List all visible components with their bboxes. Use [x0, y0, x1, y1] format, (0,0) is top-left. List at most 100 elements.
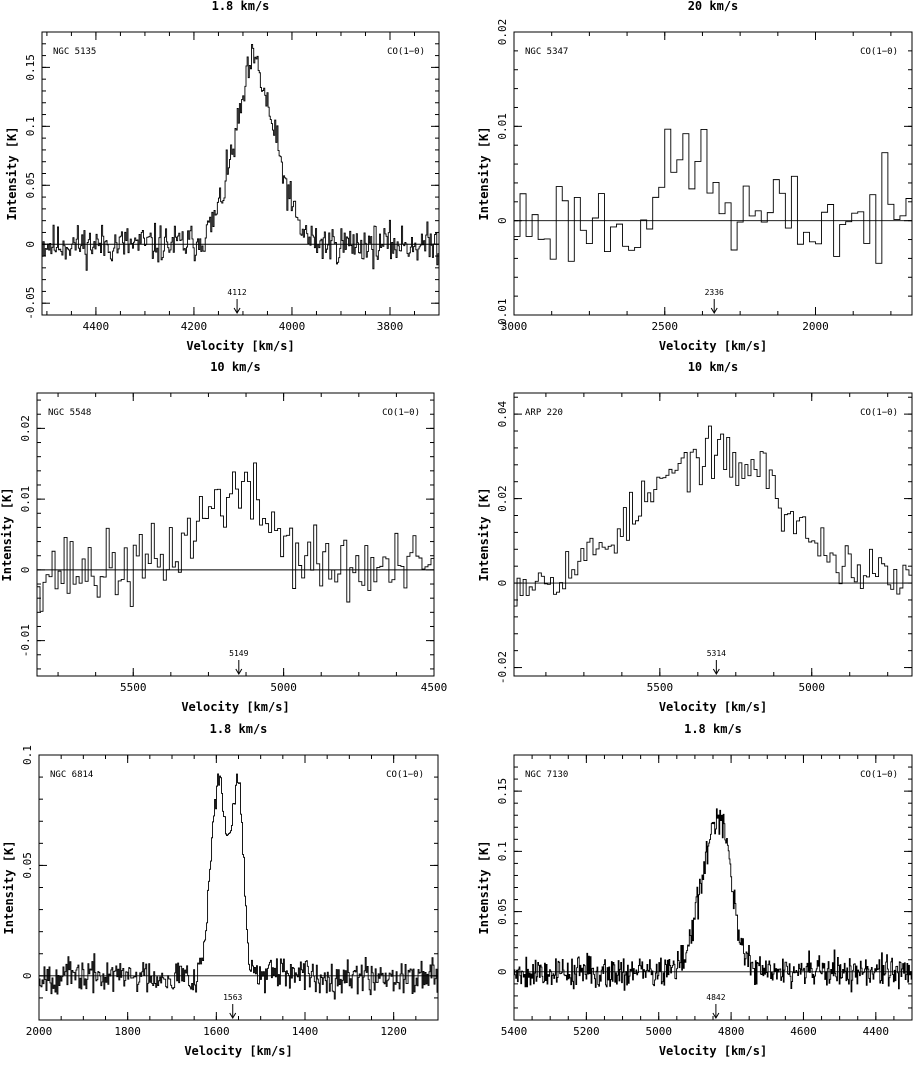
x-tick-label: 5000: [798, 681, 825, 694]
x-axis-label: Velocity [km/s]: [184, 1044, 292, 1058]
y-tick-label: 0.15: [496, 778, 509, 805]
x-tick-label: 4800: [718, 1025, 745, 1038]
x-tick-label: 1200: [380, 1025, 407, 1038]
galaxy-name: ARP 220: [525, 408, 563, 418]
galaxy-name: NGC 5347: [525, 47, 568, 57]
x-tick-label: 4400: [863, 1025, 890, 1038]
plot-frame: [36, 392, 435, 677]
transition-label: CO(1−0): [860, 47, 898, 57]
y-tick-label: 0.1: [21, 745, 34, 765]
x-tick-label: 5400: [501, 1025, 528, 1038]
y-tick-label: 0.01: [19, 486, 32, 513]
y-axis-label: Intensity [K]: [0, 488, 14, 582]
x-tick-label: 4400: [83, 320, 110, 333]
y-tick-label: 0.04: [496, 401, 509, 428]
panel-resolution-label: 10 km/s: [210, 360, 261, 374]
transition-label: CO(1−0): [386, 770, 424, 780]
spectrum-line: [514, 808, 912, 993]
x-axis-label: Velocity [km/s]: [659, 1044, 767, 1058]
y-tick-label: -0.01: [496, 298, 509, 331]
x-tick-label: 2500: [652, 320, 679, 333]
y-tick-label: -0.05: [24, 287, 37, 320]
panel-resolution-label: 1.8 km/s: [210, 722, 268, 736]
plot-frame: [513, 392, 913, 677]
systemic-velocity-arrowhead: [710, 307, 718, 314]
spectrum-line: [514, 128, 912, 264]
x-tick-label: 3000: [501, 320, 528, 333]
x-tick-label: 5500: [120, 681, 147, 694]
y-tick-label: 0: [496, 580, 509, 587]
x-tick-label: 4200: [181, 320, 208, 333]
systemic-velocity-arrowhead: [712, 668, 720, 675]
x-tick-label: 4600: [790, 1025, 817, 1038]
panel-resolution-label: 1.8 km/s: [684, 722, 742, 736]
spectrum-panel-2: 20 km/s Velocity [km/s] Intensity [K] NGC 5…: [477, 0, 913, 353]
x-tick-label: 5200: [573, 1025, 600, 1038]
y-axis-label: Intensity [K]: [5, 127, 19, 221]
spectrum-panel-6: 1.8 km/s Velocity [km/s] Intensity [K] NGC …: [477, 722, 913, 1058]
panel-resolution-label: 20 km/s: [688, 0, 739, 13]
y-tick-label: 0.15: [24, 54, 37, 81]
spectrum-panel-3: 10 km/s Velocity [km/s] Intensity [K] NGC 5…: [0, 360, 447, 714]
y-axis-label: Intensity [K]: [477, 841, 491, 935]
systemic-velocity-arrowhead: [712, 1012, 720, 1019]
spectrum-line: [42, 43, 439, 271]
y-tick-label: 0: [19, 567, 32, 574]
spectrum-line: [39, 773, 438, 1000]
y-tick-label: 0.05: [24, 172, 37, 199]
panel-resolution-label: 1.8 km/s: [212, 0, 270, 13]
x-tick-label: 5500: [647, 681, 674, 694]
systemic-velocity-label: 2336: [705, 288, 724, 297]
x-tick-label: 2000: [26, 1025, 53, 1038]
y-tick-label: 0.1: [24, 116, 37, 136]
spectrum-panel-4: 10 km/s Velocity [km/s] Intensity [K] ARP 2…: [477, 360, 913, 714]
x-axis-label: Velocity [km/s]: [181, 700, 289, 714]
x-tick-label: 4000: [279, 320, 306, 333]
x-tick-label: 2000: [802, 320, 829, 333]
y-tick-label: 0: [496, 217, 509, 224]
x-tick-label: 5000: [270, 681, 297, 694]
systemic-velocity-arrowhead: [229, 1012, 237, 1019]
x-tick-label: 5000: [645, 1025, 672, 1038]
spectrum-panel-1: 1.8 km/s Velocity [km/s] Intensity [K] NGC …: [5, 0, 440, 353]
y-axis-label: Intensity [K]: [477, 127, 491, 221]
y-tick-label: 0: [496, 969, 509, 976]
y-tick-label: 0.1: [496, 841, 509, 861]
x-tick-label: 3800: [377, 320, 404, 333]
transition-label: CO(1−0): [860, 770, 898, 780]
systemic-velocity-arrowhead: [235, 668, 243, 675]
systemic-velocity-arrowhead: [233, 307, 241, 314]
x-tick-label: 1400: [292, 1025, 319, 1038]
spectrum-line: [514, 425, 912, 607]
galaxy-name: NGC 6814: [50, 770, 93, 780]
systemic-velocity-label: 4842: [706, 993, 725, 1002]
plot-frame: [513, 31, 913, 316]
galaxy-name: NGC 5548: [48, 408, 91, 418]
transition-label: CO(1−0): [382, 408, 420, 418]
x-tick-label: 1800: [114, 1025, 141, 1038]
y-tick-label: 0.02: [19, 415, 32, 442]
plot-frame: [41, 31, 440, 316]
y-tick-label: 0: [21, 973, 34, 980]
systemic-velocity-label: 1563: [223, 993, 242, 1002]
y-axis-label: Intensity [K]: [477, 488, 491, 582]
x-axis-label: Velocity [km/s]: [186, 339, 294, 353]
x-axis-label: Velocity [km/s]: [659, 700, 767, 714]
systemic-velocity-label: 4112: [227, 288, 246, 297]
y-tick-label: 0.02: [496, 19, 509, 46]
y-tick-label: -0.01: [19, 624, 32, 657]
y-tick-label: 0.02: [496, 485, 509, 512]
panel-resolution-label: 10 km/s: [688, 360, 739, 374]
transition-label: CO(1−0): [387, 47, 425, 57]
spectrum-line: [37, 462, 434, 612]
y-tick-label: 0.05: [21, 852, 34, 879]
y-tick-label: 0.05: [496, 898, 509, 925]
x-tick-label: 4500: [421, 681, 448, 694]
y-axis-label: Intensity [K]: [2, 841, 16, 935]
y-tick-label: 0.01: [496, 113, 509, 140]
x-tick-label: 1600: [203, 1025, 230, 1038]
galaxy-name: NGC 5135: [53, 47, 96, 57]
galaxy-name: NGC 7130: [525, 770, 568, 780]
systemic-velocity-label: 5314: [707, 649, 726, 658]
